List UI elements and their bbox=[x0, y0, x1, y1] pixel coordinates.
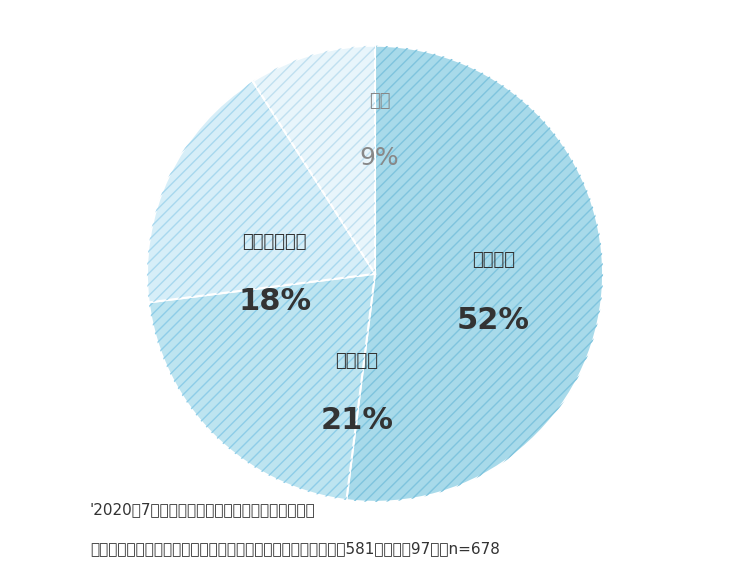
Text: 18%: 18% bbox=[238, 287, 311, 316]
Text: 9%: 9% bbox=[360, 146, 399, 170]
Text: '2020年7月持田ヘルスケア（株）アンケート調査: '2020年7月持田ヘルスケア（株）アンケート調査 bbox=[90, 502, 316, 517]
Wedge shape bbox=[148, 274, 375, 500]
Text: ほとんどない: ほとんどない bbox=[242, 233, 307, 251]
Text: ない: ない bbox=[369, 91, 390, 109]
Wedge shape bbox=[253, 45, 375, 274]
Text: よくある: よくある bbox=[335, 352, 378, 370]
Text: 52%: 52% bbox=[457, 306, 530, 335]
Text: 時々ある: 時々ある bbox=[472, 251, 515, 269]
Wedge shape bbox=[346, 45, 603, 502]
Wedge shape bbox=[147, 81, 375, 302]
Text: （常に敏感肌である、たまに敏感肌と感じることがある　女性581名　男性97名）n=678: （常に敏感肌である、たまに敏感肌と感じることがある 女性581名 男性97名）n… bbox=[90, 541, 500, 555]
Text: 21%: 21% bbox=[320, 406, 393, 435]
